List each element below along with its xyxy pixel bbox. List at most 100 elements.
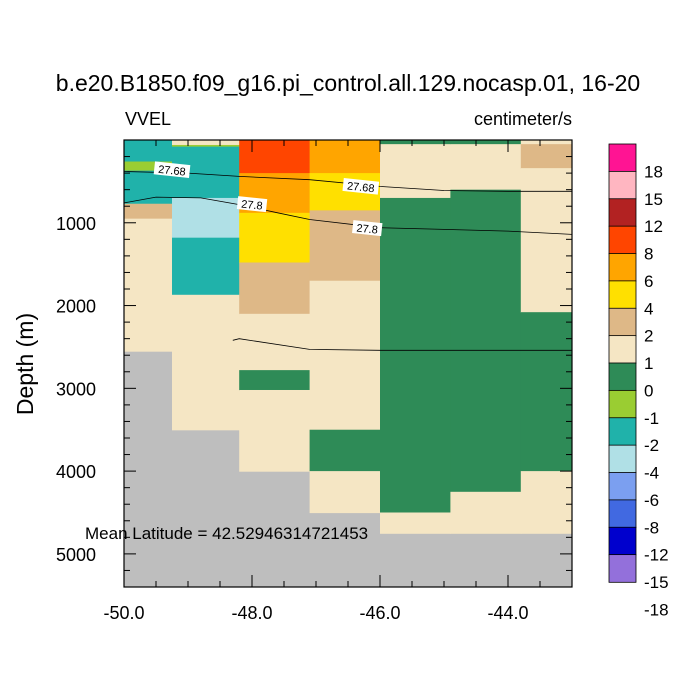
colorbar-swatch-12: [608, 472, 637, 501]
cell-col0-row0: [124, 140, 173, 146]
cell-col6-row0: [520, 140, 572, 145]
cell-col2-row4: [239, 313, 311, 371]
contour-label-text: 27.68: [346, 180, 375, 195]
y-tick-label: 3000: [56, 379, 96, 399]
contour-label-text: 27.8: [356, 223, 379, 237]
contour-label-box: [352, 220, 383, 237]
y-tick-label: 2000: [56, 297, 96, 317]
y-axis-label: Depth (m): [12, 313, 38, 415]
cell-col5-row1: [450, 144, 522, 191]
contour-label-box: [342, 177, 380, 195]
cell-col0-row2: [124, 161, 173, 172]
density-contours: 27.68 27.68 27.8 27.8: [124, 161, 572, 351]
colorbar-swatch-7: [608, 335, 637, 364]
colorbar-label: 4: [644, 299, 653, 318]
axis-ticks: [123, 139, 573, 588]
cell-col4-row2: [380, 197, 451, 514]
contour-label-text: 27.8: [241, 199, 264, 213]
cell-col3-row3: [309, 280, 381, 431]
y-tick-labels: 1000 2000 3000 4000 5000: [56, 214, 96, 565]
cell-col1-row1: [172, 144, 240, 148]
contour-label-0-1: 27.68: [342, 177, 380, 195]
colorbar-swatch-2: [608, 198, 637, 227]
contour-line-1: [124, 196, 572, 235]
colorbar-swatch-14: [608, 526, 637, 556]
cell-col2-row2: [239, 212, 311, 264]
colorbar-swatch-15: [608, 554, 637, 583]
contour-label-text: 27.68: [158, 164, 187, 179]
colorbar-swatch-9: [608, 389, 637, 419]
colorbar-label: -8: [644, 518, 659, 537]
cell-col5-row3: [450, 491, 522, 534]
chart-title: b.e20.B1850.f09_g16.pi_control.all.129.n…: [56, 70, 640, 96]
cell-col3-row0: [309, 140, 381, 174]
contour-label-box: [153, 161, 191, 179]
cell-col2-row5: [239, 370, 311, 391]
cell-col5-row0: [450, 140, 522, 145]
mean-latitude-annotation: Mean Latitude = 42.52946314721453: [85, 524, 368, 543]
colorbar-label: 6: [644, 272, 653, 291]
colorbar-swatch-8: [608, 362, 637, 392]
colorbar-label: 12: [644, 217, 663, 236]
cell-col6-row1: [520, 144, 572, 169]
colorbar: 18 15 12 8 6 4 2 1 0 -1 -2 -4 -6 -8 -12 -15 -18: [608, 143, 669, 619]
cell-col3-row5: [309, 471, 381, 514]
x-tick-label: -50.0: [103, 603, 144, 623]
colorbar-label: 0: [644, 381, 653, 400]
cell-col0-row4: [124, 203, 173, 220]
y-tick-label: 4000: [56, 462, 96, 482]
colorbar-swatch-1: [608, 170, 637, 200]
contour-label-1-0: 27.8: [236, 196, 268, 213]
contour-label-box: [236, 196, 268, 213]
cell-col4-row1: [380, 144, 451, 199]
cell-col1-row3: [172, 197, 240, 239]
variable-label: VVEL: [125, 109, 171, 129]
colorbar-swatch-6: [608, 307, 637, 337]
contour-label-0-0: 27.68: [153, 161, 191, 179]
x-tick-label: -46.0: [359, 603, 400, 623]
cell-col6-row2: [520, 168, 572, 313]
colorbar-swatch-10: [608, 417, 637, 446]
colorbar-swatch-0: [608, 143, 637, 173]
colorbar-swatch-3: [608, 225, 637, 255]
cell-col2-row6: [239, 389, 311, 472]
x-tick-labels: -50.0 -48.0 -46.0 -44.0: [103, 603, 528, 623]
y-tick-label: 1000: [56, 214, 96, 234]
colorbar-label: -4: [644, 464, 659, 483]
cell-col2-row3: [239, 262, 311, 315]
cell-col1-row0: [172, 140, 240, 146]
cell-col0-row5: [124, 218, 173, 352]
cell-col0-row1: [124, 144, 173, 163]
y-tick-label: 5000: [56, 545, 96, 565]
velocity-cells: [124, 140, 572, 534]
colorbar-label: 18: [644, 162, 663, 181]
cell-col6-row4: [520, 471, 572, 534]
colorbar-swatch-13: [608, 499, 637, 528]
contour-line-2: [232, 338, 572, 351]
colorbar-label: -15: [644, 573, 669, 592]
cell-col6-row3: [520, 312, 572, 472]
cell-col4-row3: [380, 512, 451, 534]
colorbar-label: 1: [644, 354, 653, 373]
cell-col1-row4: [172, 237, 240, 296]
cell-col2-row0: [239, 140, 311, 174]
colorbar-swatch-5: [608, 280, 637, 309]
cell-col4-row0: [380, 140, 451, 145]
units-label: centimeter/s: [474, 109, 572, 129]
colorbar-swatch-4: [608, 253, 637, 282]
cell-col5-row2: [450, 189, 522, 493]
colorbar-label: -6: [644, 491, 659, 510]
colorbar-label: -1: [644, 409, 659, 428]
x-tick-label: -44.0: [487, 603, 528, 623]
colorbar-label: 8: [644, 245, 653, 264]
cell-col3-row4: [309, 429, 381, 472]
colorbar-label: -2: [644, 436, 659, 455]
x-tick-label: -48.0: [231, 603, 272, 623]
contour-label-1-1: 27.8: [352, 220, 383, 237]
colorbar-label: 2: [644, 327, 653, 346]
colorbar-label: 15: [644, 190, 663, 209]
colorbar-label: -18: [644, 600, 669, 619]
colorbar-label: -12: [644, 546, 669, 565]
cell-col1-row5: [172, 294, 240, 431]
